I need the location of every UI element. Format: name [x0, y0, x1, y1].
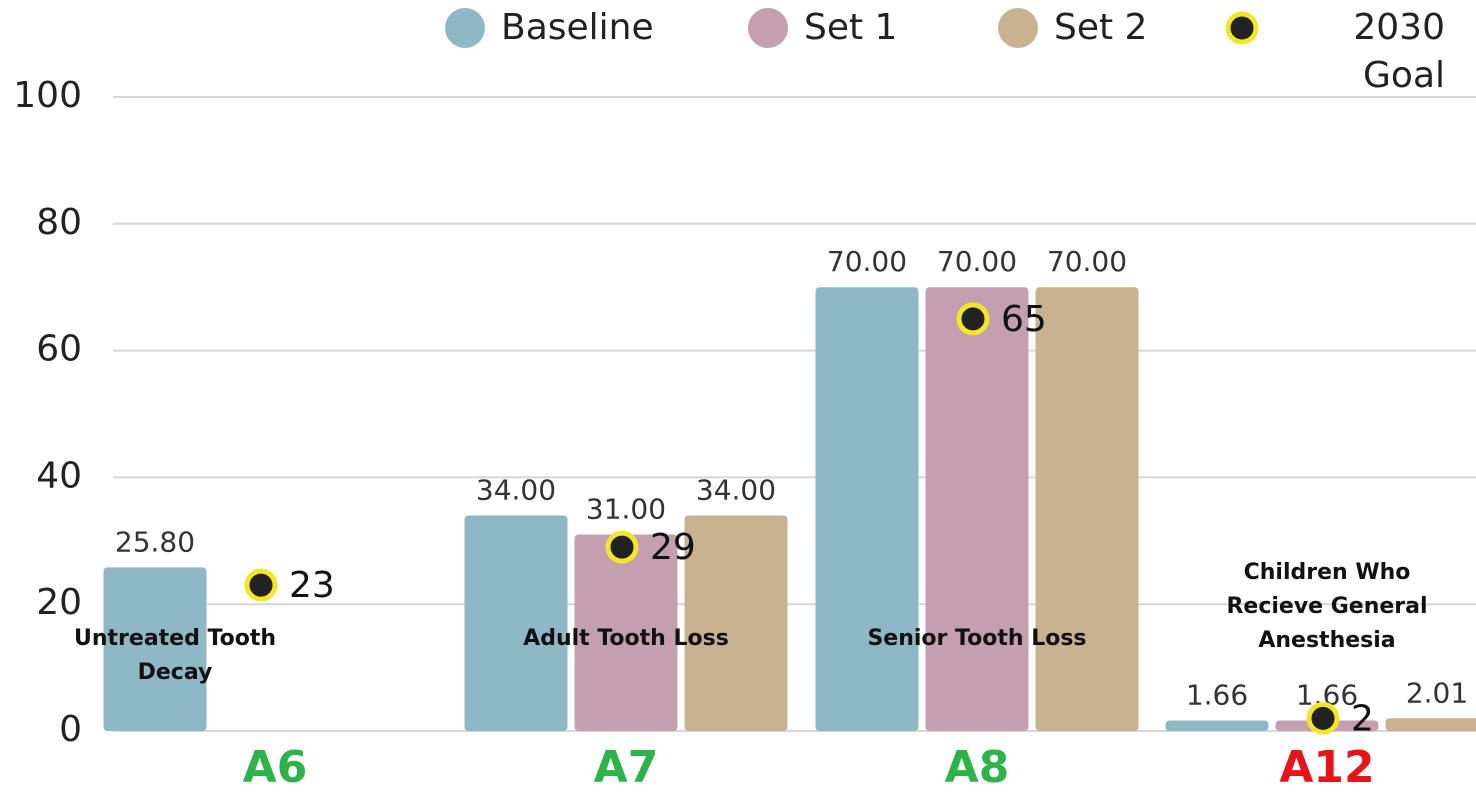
value-label: 2.01: [1406, 676, 1468, 709]
goal-marker: [605, 530, 639, 564]
value-label: 25.80: [115, 525, 195, 558]
bar: [815, 287, 919, 731]
legend-swatch: [1225, 11, 1259, 45]
goal-marker: [956, 302, 990, 336]
goal-label: 2: [1351, 698, 1374, 739]
goal-marker: [244, 568, 278, 602]
bar: [574, 534, 678, 731]
y-tick-label: 60: [36, 329, 82, 370]
y-tick-label: 80: [36, 202, 82, 243]
legend-swatch: [748, 8, 788, 48]
category-code: A6: [243, 742, 308, 792]
bar: [1035, 287, 1139, 731]
bar: [464, 515, 568, 731]
legend-swatch: [998, 8, 1038, 48]
category-code: A8: [945, 742, 1010, 792]
bar: [1165, 720, 1269, 731]
y-tick-label: 40: [36, 455, 82, 496]
bar: [684, 515, 788, 731]
legend-label: Set 2: [1054, 7, 1147, 48]
goal-label: 29: [650, 527, 696, 568]
legend-label: Set 1: [804, 7, 897, 48]
value-label: 1.66: [1186, 678, 1248, 711]
bar: [925, 287, 1029, 731]
goal-label: 23: [289, 565, 335, 606]
category-code: A7: [594, 742, 659, 792]
value-label: 70.00: [827, 245, 907, 278]
goal-marker: [1306, 701, 1340, 735]
group-label: Untreated Tooth Decay: [74, 626, 276, 685]
value-label: 70.00: [937, 245, 1017, 278]
y-tick-label: 20: [36, 582, 82, 623]
bar: [1385, 718, 1476, 731]
y-tick-label: 100: [13, 75, 82, 116]
legend-swatch: [445, 8, 485, 48]
value-label: 34.00: [476, 473, 556, 506]
value-label: 70.00: [1047, 245, 1127, 278]
y-tick-label: 0: [59, 709, 82, 750]
value-label: 31.00: [586, 492, 666, 525]
goal-label: 65: [1001, 299, 1047, 340]
category-code: A12: [1279, 742, 1374, 792]
group-label: Children Who Recieve General Anesthesia: [1226, 560, 1428, 653]
legend-label: 2030 Goal: [1353, 7, 1445, 96]
bar: [103, 567, 207, 731]
group-label: Senior Tooth Loss: [867, 626, 1087, 651]
legend-label: Baseline: [501, 7, 654, 48]
group-label: Adult Tooth Loss: [523, 626, 729, 651]
value-label: 34.00: [696, 473, 776, 506]
